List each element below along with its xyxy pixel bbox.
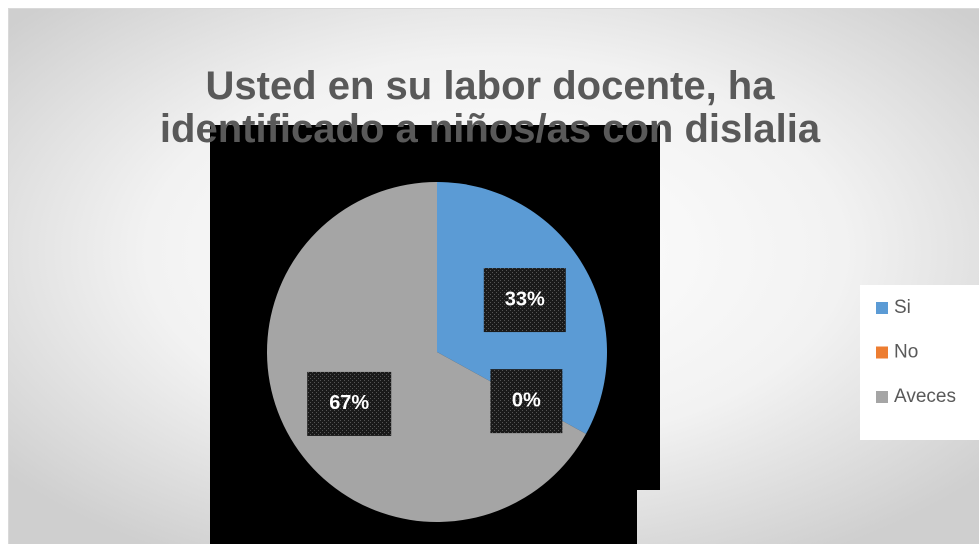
- data-label: 0%: [512, 389, 541, 411]
- chart-title: Usted en su labor docente, ha identificad…: [160, 64, 821, 151]
- legend-label: Aveces: [894, 386, 956, 407]
- legend-label: No: [894, 342, 918, 363]
- data-label: 33%: [505, 288, 545, 310]
- legend-swatch: [876, 391, 888, 403]
- data-label-box: [490, 369, 563, 434]
- data-label-box: [483, 268, 566, 333]
- data-labels: 33% 0% 67%: [307, 268, 566, 436]
- legend-label: Si: [894, 297, 911, 318]
- legend-swatch: [876, 346, 888, 359]
- data-label: 67%: [329, 392, 369, 414]
- pie-slice: [266, 182, 586, 522]
- data-label-box: [307, 371, 392, 436]
- pie: [266, 182, 607, 522]
- legend-swatch: [876, 302, 888, 314]
- legend: Si No Aveces: [876, 297, 956, 407]
